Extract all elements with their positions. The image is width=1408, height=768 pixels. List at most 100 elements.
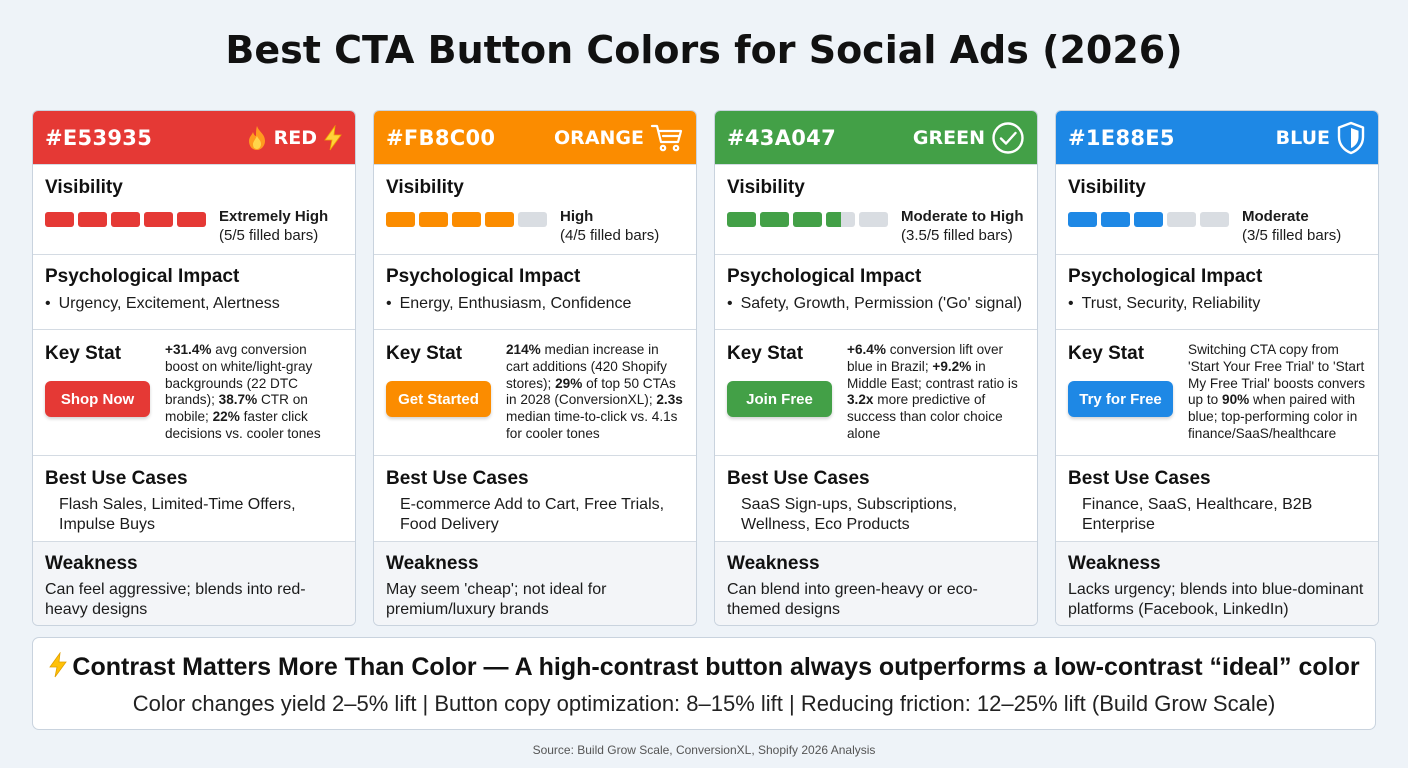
visibility-bar xyxy=(386,212,415,227)
use-cases-label: Best Use Cases xyxy=(386,468,529,489)
visibility-bar xyxy=(485,212,514,227)
visibility-level: High xyxy=(560,208,594,225)
key-stat-segment: of top 50 CTAs in 2028 (ConversionXL); xyxy=(506,375,676,408)
visibility-bars xyxy=(386,212,560,227)
visibility-bar xyxy=(78,212,107,227)
visibility-level: Moderate to High xyxy=(901,208,1024,225)
bullet-icon: • xyxy=(386,295,392,312)
key-stat-label: Key Stat xyxy=(1068,343,1145,364)
card-blue: #1E88E5 BLUE Visibility Moderate (3/5 fi… xyxy=(1055,110,1379,626)
visibility-note: (4/5 filled bars) xyxy=(560,227,660,244)
use-cases-section: Best Use Cases Finance, SaaS, Healthcare… xyxy=(1056,455,1378,541)
cta-button[interactable]: Try for Free xyxy=(1068,381,1173,417)
use-cases-label: Best Use Cases xyxy=(1068,468,1211,489)
psych-label: Psychological Impact xyxy=(45,266,240,287)
visibility-bar-fill xyxy=(1068,212,1097,227)
key-stat-highlight: 3.2x xyxy=(847,392,874,408)
visibility-bar-fill xyxy=(1101,212,1130,227)
bullet-icon: • xyxy=(45,295,51,312)
visibility-bar xyxy=(727,212,756,227)
visibility-bars xyxy=(727,212,901,227)
fire-icon xyxy=(246,125,268,151)
key-stat-section: Key Stat Shop Now +31.4% avg conversion … xyxy=(33,329,355,455)
page-title: Best CTA Button Colors for Social Ads (2… xyxy=(225,28,1183,72)
use-cases-section: Best Use Cases Flash Sales, Limited-Time… xyxy=(33,455,355,541)
weakness-section: Weakness Can blend into green-heavy or e… xyxy=(715,541,1037,625)
weakness-text: May seem 'cheap'; not ideal for premium/… xyxy=(386,581,607,618)
key-stat-segment: avg conversion boost on white/light-gray… xyxy=(165,342,313,408)
visibility-bar xyxy=(1134,212,1163,227)
bullet-icon: • xyxy=(1068,295,1074,312)
psych-section: Psychological Impact • Energy, Enthusiasm… xyxy=(374,254,696,329)
key-stat-label: Key Stat xyxy=(45,343,122,364)
key-stat-highlight: +9.2% xyxy=(932,358,972,374)
visibility-label: Visibility xyxy=(1068,177,1146,198)
visibility-bar xyxy=(111,212,140,227)
visibility-bar-fill xyxy=(485,212,514,227)
card-header: #FB8C00 ORANGE xyxy=(374,111,696,164)
color-cards: #E53935 RED Visibility Extremely High (5… xyxy=(32,110,1379,626)
use-cases-text: Flash Sales, Limited-Time Offers, Impuls… xyxy=(59,496,296,533)
visibility-bar-fill xyxy=(386,212,415,227)
key-stat-segment: median time-to-click vs. 4.1s for cooler… xyxy=(506,409,678,441)
weakness-label: Weakness xyxy=(45,553,138,574)
weakness-section: Weakness May seem 'cheap'; not ideal for… xyxy=(374,541,696,625)
visibility-bar xyxy=(1068,212,1097,227)
color-name: ORANGE xyxy=(554,126,644,149)
psych-label: Psychological Impact xyxy=(1068,266,1263,287)
key-stat-label: Key Stat xyxy=(386,343,463,364)
use-cases-label: Best Use Cases xyxy=(727,468,870,489)
key-stat-segment: in Middle East; contrast ratio is xyxy=(847,358,1018,391)
key-stat-segment: when paired with blue; top-performing co… xyxy=(1188,392,1358,441)
visibility-bar xyxy=(144,212,173,227)
key-stat-highlight: 2.3s xyxy=(656,392,683,408)
weakness-text: Can feel aggressive; blends into red-hea… xyxy=(45,581,306,618)
use-cases-text: SaaS Sign-ups, Subscriptions, Wellness, … xyxy=(741,496,958,533)
hex-code: #1E88E5 xyxy=(1068,125,1175,150)
psych-text: Energy, Enthusiasm, Confidence xyxy=(399,295,632,312)
visibility-note: (3.5/5 filled bars) xyxy=(901,227,1013,244)
key-stat-label: Key Stat xyxy=(727,343,804,364)
shopping-cart-icon xyxy=(650,123,684,153)
card-header: #43A047 GREEN xyxy=(715,111,1037,164)
weakness-text: Can blend into green-heavy or eco-themed… xyxy=(727,581,978,618)
cta-button[interactable]: Get Started xyxy=(386,381,491,417)
color-name: GREEN xyxy=(912,126,985,149)
hex-code: #E53935 xyxy=(45,125,153,150)
lightning-icon xyxy=(323,124,343,151)
source-note: Source: Build Grow Scale, ConversionXL, … xyxy=(532,743,876,757)
card-green: #43A047 GREEN Visibility Moderate to Hig… xyxy=(714,110,1038,626)
bullet-icon: • xyxy=(727,295,733,312)
visibility-bars xyxy=(1068,212,1242,227)
use-cases-label: Best Use Cases xyxy=(45,468,188,489)
weakness-label: Weakness xyxy=(727,553,820,574)
weakness-text: Lacks urgency; blends into blue-dominant… xyxy=(1068,581,1364,618)
check-circle-icon xyxy=(991,121,1025,155)
key-stat-text: Switching CTA copy from 'Start Your Free… xyxy=(1188,342,1366,443)
key-stat-highlight: +6.4% xyxy=(847,342,886,357)
psych-label: Psychological Impact xyxy=(727,266,922,287)
visibility-bar-fill xyxy=(1134,212,1163,227)
visibility-bar-fill xyxy=(452,212,481,227)
cta-button[interactable]: Join Free xyxy=(727,381,832,417)
visibility-bar-fill xyxy=(793,212,822,227)
visibility-bar xyxy=(826,212,855,227)
visibility-bar xyxy=(452,212,481,227)
key-stat-segment: median increase in cart additions (420 S… xyxy=(506,342,667,391)
color-name: BLUE xyxy=(1275,126,1330,149)
key-stat-section: Key Stat Join Free +6.4% conversion lift… xyxy=(715,329,1037,455)
weakness-label: Weakness xyxy=(1068,553,1161,574)
visibility-note: (3/5 filled bars) xyxy=(1242,227,1342,244)
visibility-bar-fill xyxy=(419,212,448,227)
card-orange: #FB8C00 ORANGE Visibility High (4/5 fill… xyxy=(373,110,697,626)
weakness-section: Weakness Can feel aggressive; blends int… xyxy=(33,541,355,625)
visibility-label: Visibility xyxy=(727,177,805,198)
color-name: RED xyxy=(273,126,317,149)
visibility-bar xyxy=(518,212,547,227)
visibility-bar-fill xyxy=(177,212,206,227)
key-stat-highlight: 90% xyxy=(1222,392,1250,408)
visibility-bar xyxy=(45,212,74,227)
key-stat-text: 214% median increase in cart additions (… xyxy=(506,342,684,443)
weakness-section: Weakness Lacks urgency; blends into blue… xyxy=(1056,541,1378,625)
cta-button[interactable]: Shop Now xyxy=(45,381,150,417)
